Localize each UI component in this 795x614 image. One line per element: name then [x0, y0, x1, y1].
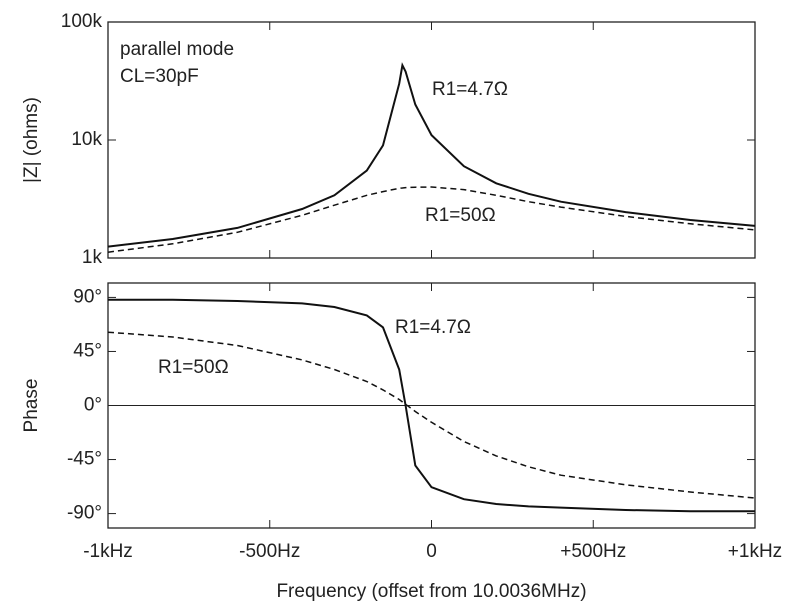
series-label: R1=4.7Ω — [432, 79, 508, 100]
data-line — [107, 62, 756, 248]
series-label: R1=50Ω — [425, 205, 496, 226]
y-tick-label: 90° — [73, 286, 102, 307]
y-axis-label: Phase — [21, 379, 42, 433]
series-label: R1=4.7Ω — [395, 317, 471, 338]
x-tick-label: +500Hz — [560, 541, 626, 562]
data-line — [107, 186, 756, 253]
series-label: R1=50Ω — [158, 357, 229, 378]
x-tick-label: -1kHz — [83, 541, 133, 562]
y-tick-label: 100k — [61, 11, 103, 32]
x-tick-label: +1kHz — [728, 541, 782, 562]
y-tick-label: 0° — [84, 395, 102, 416]
x-tick-label: -500Hz — [239, 541, 300, 562]
y-axis-label: |Z| (ohms) — [21, 97, 42, 183]
data-line — [108, 298, 755, 513]
y-tick-label: 45° — [73, 340, 102, 361]
y-tick-label: -45° — [67, 449, 102, 470]
x-axis-label: Frequency (offset from 10.0036MHz) — [276, 581, 586, 602]
annotation: CL=30pF — [120, 66, 199, 87]
annotation: parallel mode — [120, 39, 234, 60]
x-tick-label: 0 — [426, 541, 437, 562]
y-tick-label: 1k — [82, 247, 103, 268]
data-line — [107, 331, 756, 499]
y-tick-label: 10k — [71, 129, 102, 150]
y-tick-label: -90° — [67, 503, 102, 524]
